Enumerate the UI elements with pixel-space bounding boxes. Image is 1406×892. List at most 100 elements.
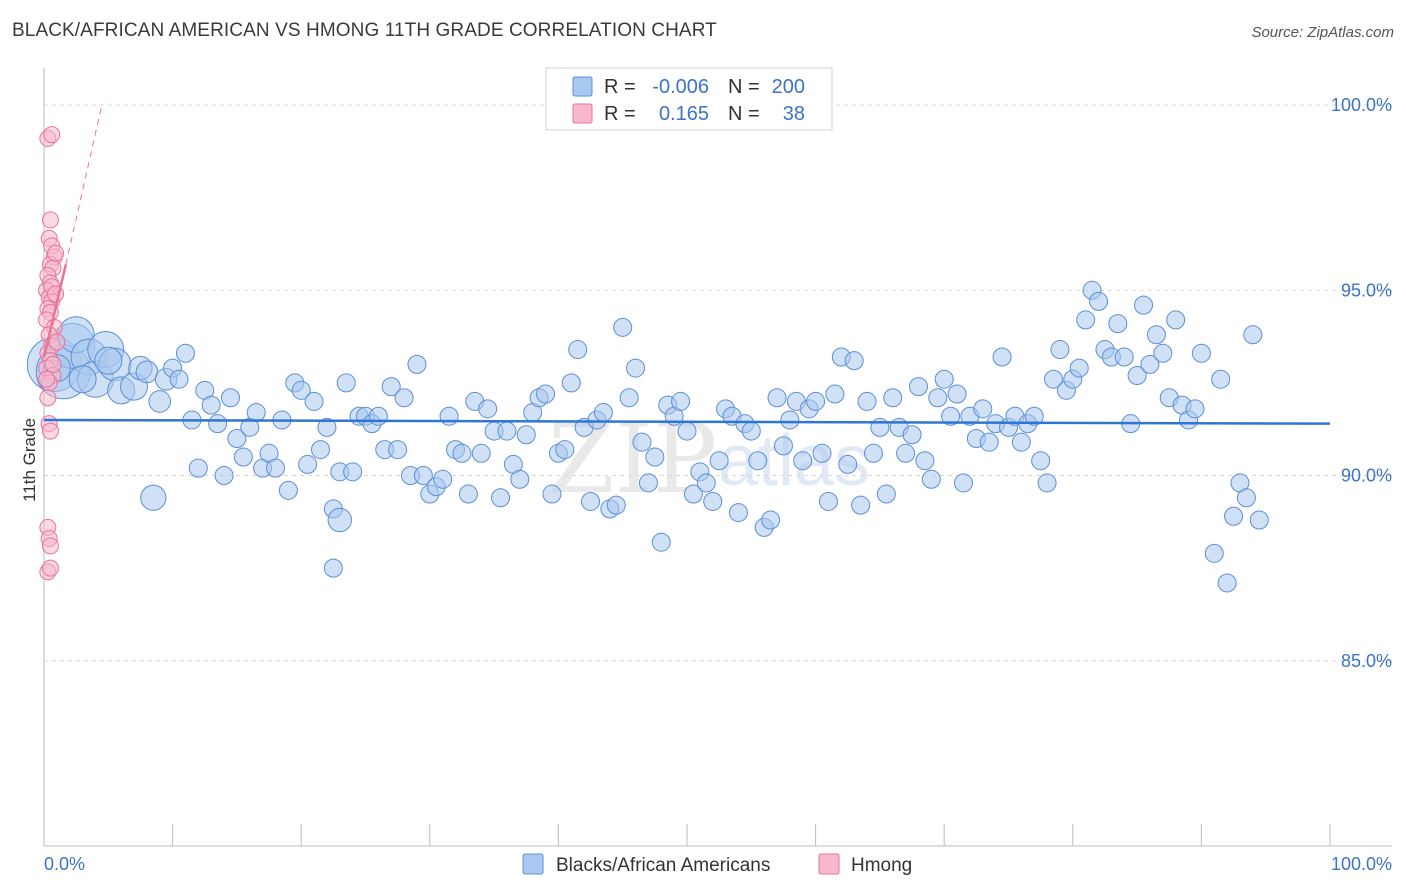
blacks-point xyxy=(979,432,999,452)
blacks-point xyxy=(388,440,408,460)
blacks-point xyxy=(536,384,556,404)
blacks-point xyxy=(1166,310,1186,330)
blacks-point xyxy=(471,443,491,463)
series-hmong-points xyxy=(38,126,66,581)
source-label: Source: ZipAtlas.com xyxy=(1251,24,1394,41)
blacks-point xyxy=(1224,506,1244,526)
blacks-point xyxy=(336,373,356,393)
blacks-point xyxy=(934,369,954,389)
blacks-point xyxy=(169,369,189,389)
legend-n-value-2: 38 xyxy=(783,103,805,125)
hmong-point xyxy=(41,559,59,577)
blacks-point xyxy=(651,532,671,552)
blacks-point xyxy=(1114,347,1134,367)
blacks-point xyxy=(291,380,311,400)
blacks-point xyxy=(1204,543,1224,563)
blacks-point xyxy=(323,558,343,578)
hmong-trend-line xyxy=(42,264,68,358)
blacks-point xyxy=(94,346,123,375)
blacks-point xyxy=(1191,343,1211,363)
hmong-point xyxy=(43,126,61,144)
blacks-point xyxy=(1037,473,1057,493)
legend-swatch-blue xyxy=(572,76,593,97)
blacks-point xyxy=(818,491,838,511)
blacks-point xyxy=(491,488,511,508)
blacks-point xyxy=(857,391,877,411)
blacks-point xyxy=(1044,369,1064,389)
hmong-point xyxy=(38,370,56,388)
blacks-point xyxy=(1024,406,1044,426)
bottom-legend-label-hmong: Hmong xyxy=(851,855,912,876)
blacks-point xyxy=(1076,310,1096,330)
bottom-legend-label-blacks: Blacks/African Americans xyxy=(556,855,770,876)
blacks-point xyxy=(413,466,433,486)
blacks-point xyxy=(1050,340,1070,360)
blacks-point xyxy=(953,473,973,493)
blacks-point xyxy=(1069,358,1089,378)
blacks-point xyxy=(606,495,626,515)
hmong-point xyxy=(39,389,57,407)
blacks-point xyxy=(497,421,517,441)
blacks-point xyxy=(458,484,478,504)
blacks-point xyxy=(516,425,536,445)
blacks-point xyxy=(135,360,159,384)
blacks-point xyxy=(1236,488,1256,508)
blacks-point xyxy=(1134,295,1154,315)
blacks-point xyxy=(1185,399,1205,419)
legend-r-value-1: -0.006 xyxy=(652,76,709,98)
blacks-point xyxy=(233,447,253,467)
blacks-point xyxy=(188,458,208,478)
blacks-point xyxy=(773,436,793,456)
y-tick-label-0: 85.0% xyxy=(1341,651,1392,671)
blacks-point xyxy=(780,410,800,430)
hmong-point xyxy=(48,333,66,351)
blacks-point xyxy=(812,443,832,463)
stats-legend-box xyxy=(545,67,833,131)
blacks-point xyxy=(478,399,498,419)
blacks-point xyxy=(542,484,562,504)
blacks-point xyxy=(1108,314,1128,334)
blacks-point xyxy=(1031,451,1051,471)
blacks-point xyxy=(208,414,228,434)
x-tick-label-1: 100.0% xyxy=(1331,854,1392,874)
blacks-point xyxy=(703,491,723,511)
blacks-point xyxy=(973,399,993,419)
y-tick-label-1: 90.0% xyxy=(1341,466,1392,486)
blacks-point xyxy=(246,403,266,423)
blacks-point xyxy=(748,451,768,471)
blacks-point xyxy=(561,373,581,393)
blacks-point xyxy=(677,421,697,441)
axes xyxy=(43,68,1392,847)
blacks-point xyxy=(941,406,961,426)
blacks-point xyxy=(1127,365,1147,385)
blacks-point xyxy=(683,484,703,504)
blacks-point xyxy=(761,510,781,530)
blacks-point xyxy=(1146,325,1166,345)
blacks-trend-line xyxy=(43,418,1331,425)
blacks-point xyxy=(1089,291,1109,311)
legend-n-label-2: N = xyxy=(728,103,760,125)
grid-lines xyxy=(44,104,1392,662)
blacks-point xyxy=(298,454,318,474)
hmong-point xyxy=(41,422,59,440)
blacks-point xyxy=(896,443,916,463)
blacks-point xyxy=(947,384,967,404)
blacks-point xyxy=(327,507,352,533)
legend-n-value-1: 200 xyxy=(772,76,805,98)
blacks-point xyxy=(368,406,388,426)
blacks-point xyxy=(265,458,285,478)
blacks-point xyxy=(851,495,871,515)
blacks-point xyxy=(921,469,941,489)
hmong-point xyxy=(44,355,62,373)
series-blacks-points xyxy=(26,280,1269,593)
blacks-point xyxy=(626,358,646,378)
blacks-point xyxy=(1217,573,1237,593)
y-tick-labels: 85.0% 90.0% 95.0% 100.0% xyxy=(1331,95,1392,671)
bottom-legend-swatch-pink xyxy=(818,853,840,875)
blacks-point xyxy=(825,384,845,404)
blacks-point xyxy=(310,440,330,460)
bottom-legend: Blacks/African Americans Hmong xyxy=(522,853,912,876)
blacks-point xyxy=(767,388,787,408)
blacks-point xyxy=(510,469,530,489)
blacks-point xyxy=(632,432,652,452)
